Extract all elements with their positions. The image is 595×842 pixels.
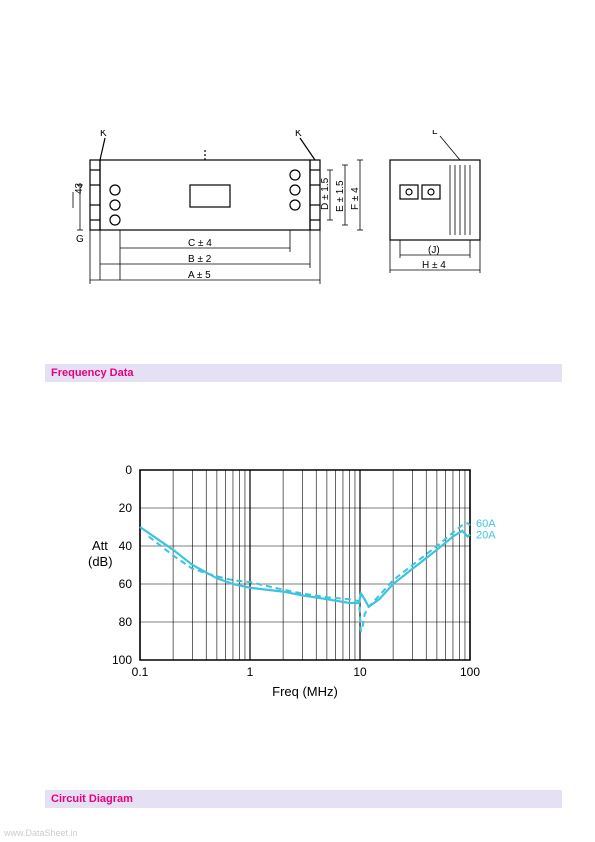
- dim-F: F ± 4: [350, 187, 361, 210]
- dim-C: C ± 4: [188, 238, 212, 249]
- svg-text:0: 0: [125, 463, 132, 477]
- dim-E: E ± 1.5: [335, 180, 346, 212]
- svg-text:20A: 20A: [476, 529, 496, 541]
- mechanical-drawing: K K 39 43 G C ± 4 B ± 2 A ± 5 D ± 1.5 E …: [70, 130, 530, 320]
- dim-H: H ± 4: [422, 260, 446, 271]
- dim-D: D ± 1.5: [320, 177, 331, 210]
- svg-text:100: 100: [460, 665, 480, 679]
- dim-J: (J): [428, 245, 440, 256]
- svg-text:80: 80: [119, 615, 133, 629]
- mech-front-view: [90, 138, 320, 230]
- dim-39: 39: [70, 188, 71, 200]
- callout-K1: K: [100, 130, 107, 139]
- svg-text:(dB): (dB): [88, 554, 113, 569]
- svg-text:1: 1: [247, 665, 254, 679]
- svg-text:20: 20: [119, 501, 133, 515]
- dim-B: B ± 2: [188, 254, 212, 265]
- svg-text:0.1: 0.1: [132, 665, 149, 679]
- svg-text:Freq (MHz): Freq (MHz): [272, 684, 338, 699]
- section-header-circuit: Circuit Diagram: [45, 790, 562, 808]
- dim-43: 43: [74, 182, 85, 194]
- callout-K2: K: [295, 130, 302, 139]
- svg-text:10: 10: [353, 665, 367, 679]
- svg-text:Att: Att: [92, 538, 108, 553]
- mech-side-view: [390, 160, 480, 240]
- dim-A: A ± 5: [188, 270, 211, 281]
- attenuation-chart: 0204060801000.111010060A20AFreq (MHz)Att…: [80, 460, 520, 700]
- svg-text:60A: 60A: [476, 518, 496, 530]
- dim-G: G: [76, 234, 84, 245]
- svg-text:60: 60: [119, 577, 133, 591]
- callout-L: L: [432, 130, 438, 137]
- svg-text:40: 40: [119, 539, 133, 553]
- section-header-frequency: Frequency Data: [45, 364, 562, 382]
- watermark: www.DataSheet.in: [4, 828, 78, 838]
- svg-text:100: 100: [112, 653, 132, 667]
